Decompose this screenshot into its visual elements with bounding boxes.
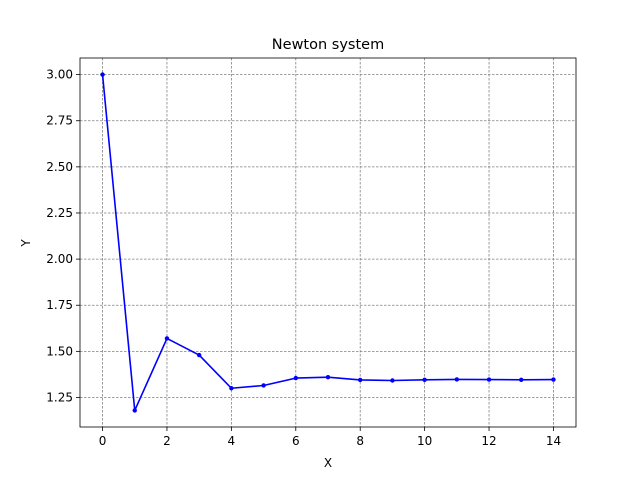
data-point — [551, 377, 556, 382]
data-point — [293, 375, 298, 381]
x-tick-label: 8 — [356, 434, 364, 448]
x-tick-label: 6 — [292, 434, 300, 448]
data-point — [100, 72, 105, 77]
chart-title: Newton system — [272, 37, 384, 53]
y-tick-label: 1.50 — [46, 344, 73, 358]
x-tick-label: 2 — [163, 434, 171, 448]
data-point — [358, 377, 363, 383]
data-point — [422, 377, 427, 382]
data-point — [229, 386, 234, 391]
y-tick-label: 1.25 — [46, 390, 73, 404]
y-tick-label: 2.25 — [46, 206, 73, 220]
y-tick-label: 2.75 — [46, 114, 73, 128]
series-line — [101, 74, 554, 412]
data-point — [164, 336, 170, 341]
x-tick-label: 10 — [417, 434, 432, 448]
data-point — [454, 377, 460, 382]
x-tick-label: 0 — [99, 434, 107, 448]
data-point — [196, 352, 202, 358]
data-point — [486, 377, 492, 382]
x-tick-label: 14 — [546, 434, 561, 448]
y-tick-label: 3.00 — [46, 68, 73, 82]
series-layer — [100, 72, 556, 413]
y-tick-label: 2.00 — [46, 252, 73, 266]
data-point — [519, 377, 524, 382]
data-point — [390, 378, 395, 383]
x-tick-label: 12 — [481, 434, 496, 448]
data-point — [325, 374, 331, 380]
data-point — [261, 383, 266, 388]
grid — [80, 58, 576, 427]
x-tick-label: 4 — [228, 434, 236, 448]
data-point — [132, 408, 137, 413]
x-axis-label: X — [324, 456, 332, 470]
y-tick-label: 2.50 — [46, 160, 73, 174]
axis-ticks: 0 2 4 6 8 10 12 14 1.25 1.50 1.75 2.00 2.25 2.50 2.75 3… — [46, 68, 561, 448]
plot-frame — [79, 57, 577, 428]
y-tick-label: 1.75 — [46, 298, 73, 312]
y-axis-label: Y — [19, 239, 33, 248]
